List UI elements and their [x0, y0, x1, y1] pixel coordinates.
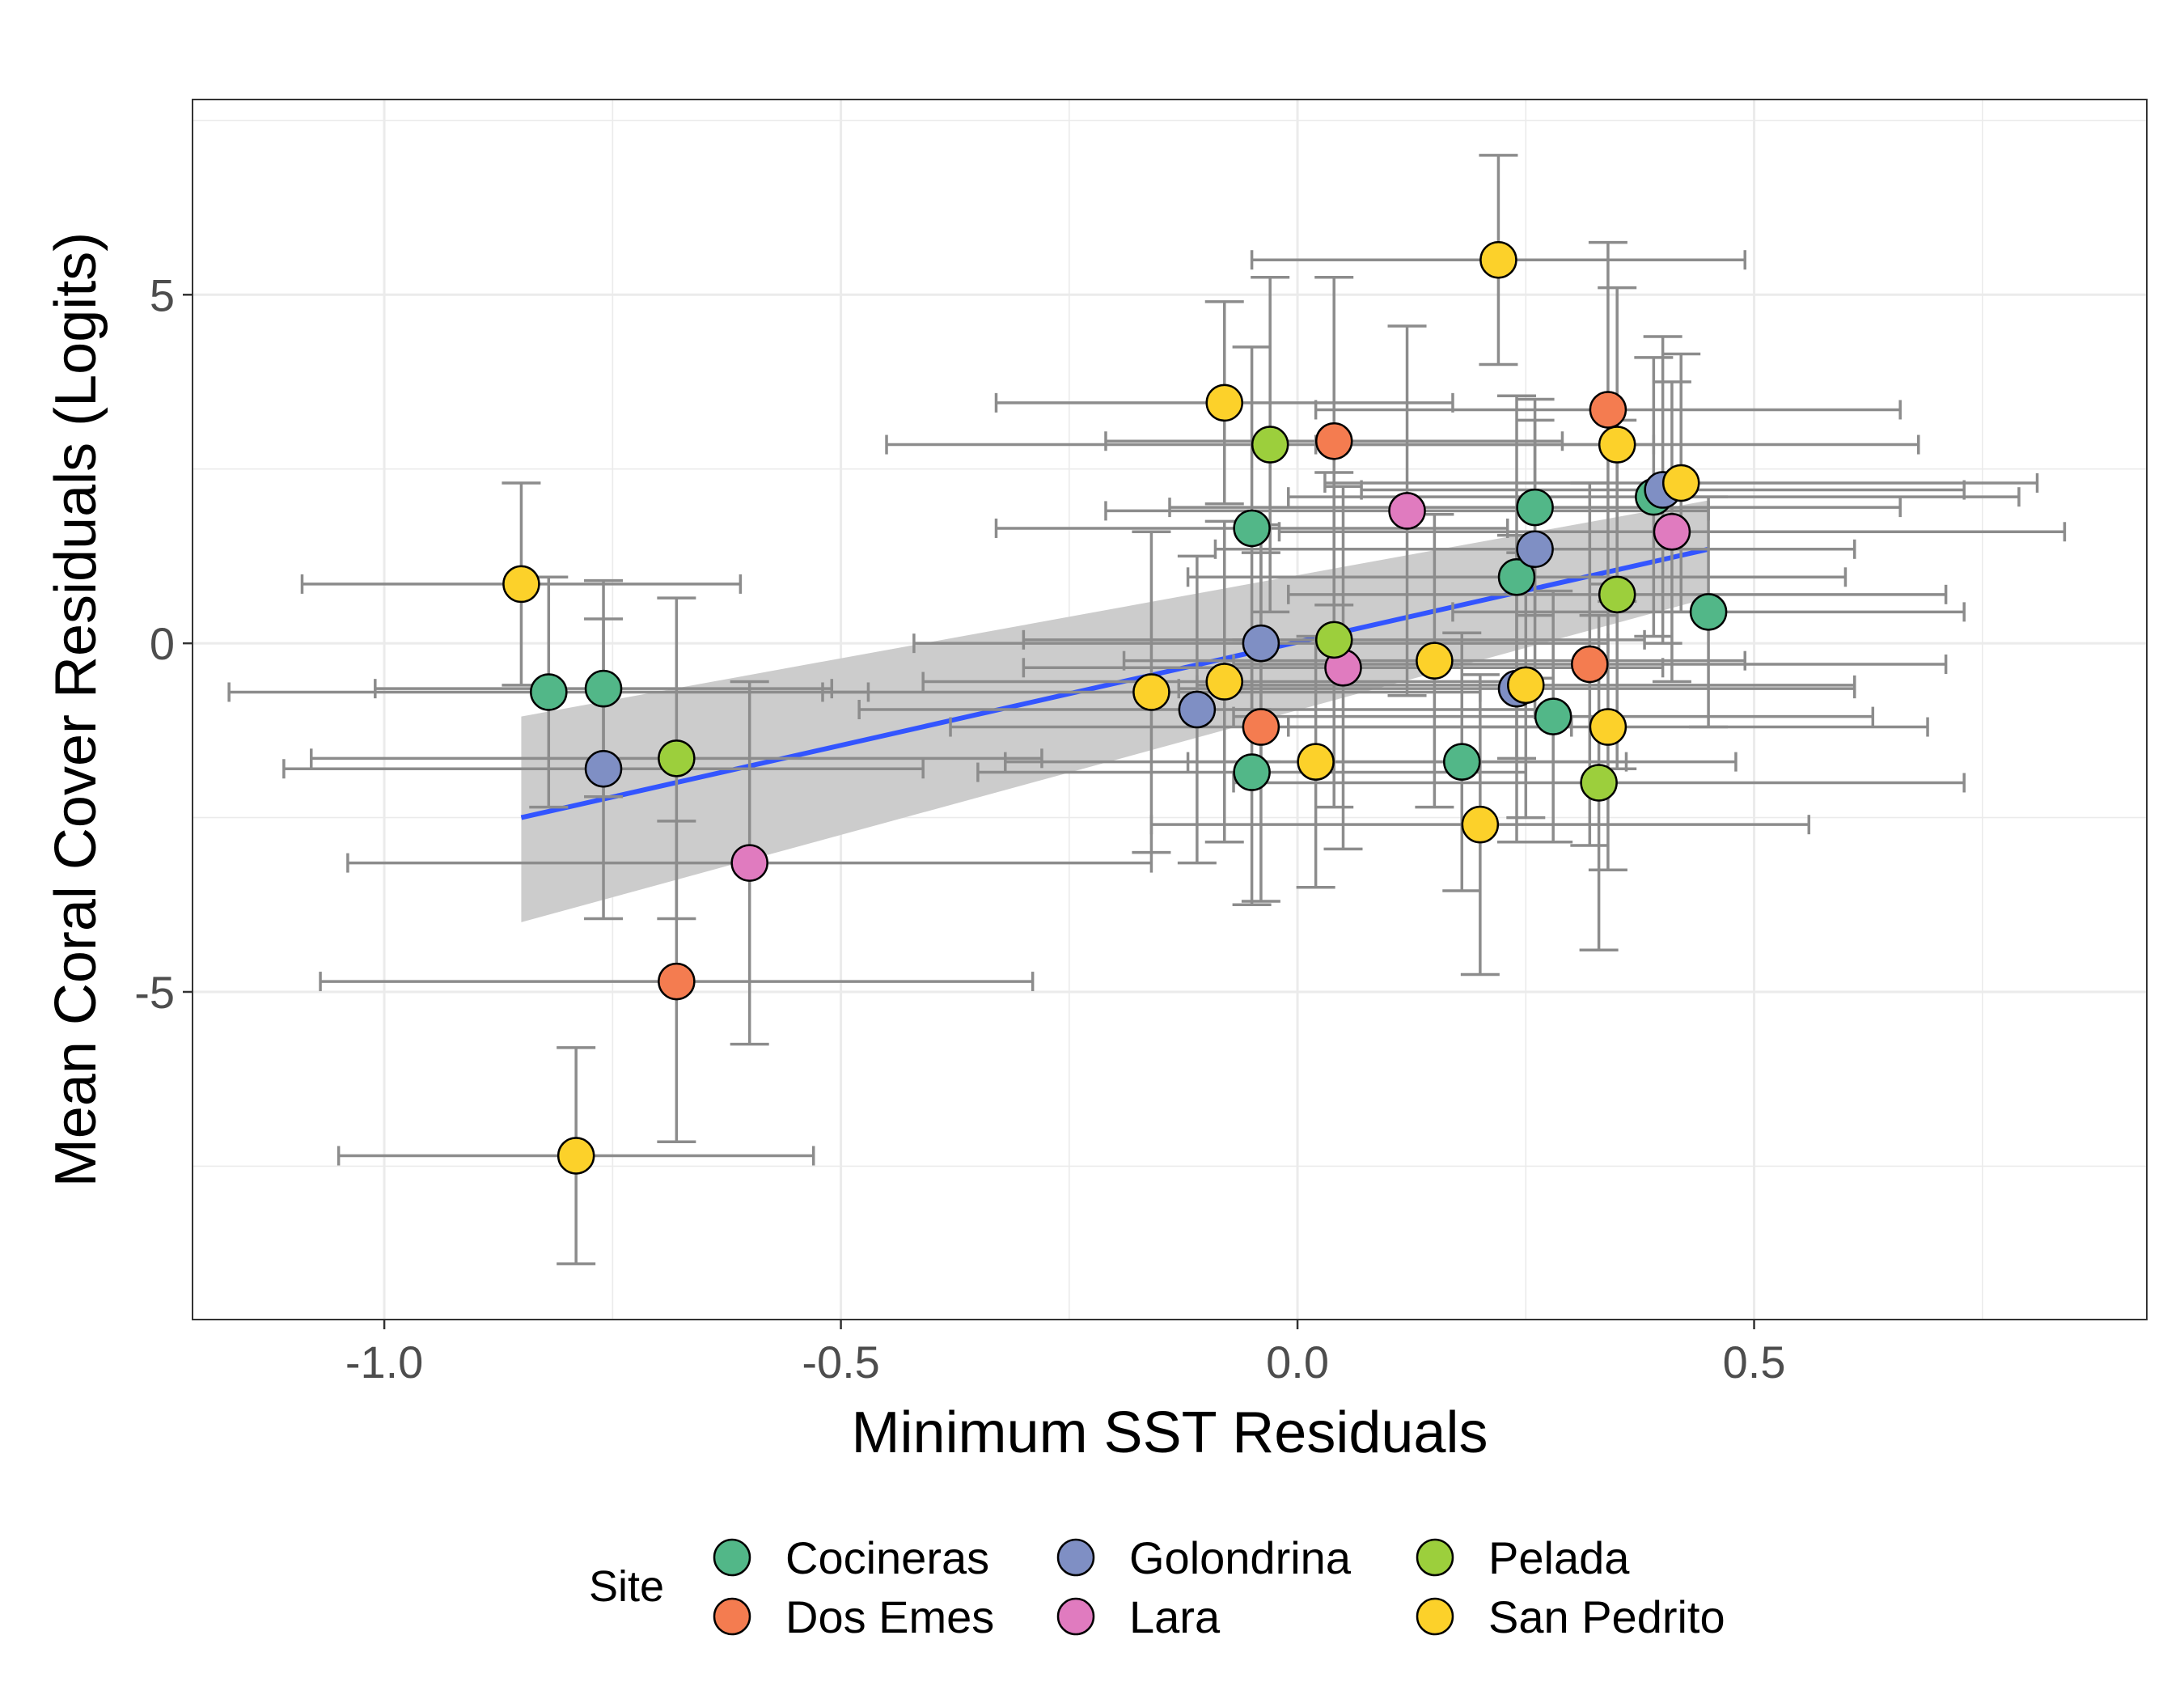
data-point	[1443, 743, 1481, 781]
data-point	[1233, 509, 1271, 548]
panel-border	[192, 99, 2148, 1320]
legend: Site Cocineras Dos Emes Golondrina Lara Pela…	[589, 1532, 1725, 1642]
data-point	[1314, 422, 1353, 460]
data-point	[584, 749, 623, 788]
data-point	[1689, 593, 1728, 631]
legend-entry: Golondrina	[1056, 1532, 1352, 1583]
data-point	[1233, 753, 1271, 791]
data-point	[1516, 530, 1554, 569]
data-point	[1507, 666, 1545, 705]
data-point	[1205, 663, 1243, 701]
legend-label: Dos Emes	[785, 1591, 994, 1642]
data-point	[1580, 764, 1618, 802]
data-point	[1516, 488, 1554, 527]
confidence-band	[521, 500, 1709, 922]
legend-label: Cocineras	[785, 1532, 989, 1583]
x-axis-title: Minimum SST Residuals	[852, 1400, 1488, 1465]
legend-title: Site	[589, 1562, 664, 1611]
data-point	[1416, 642, 1454, 680]
x-axis: -1.0 -0.5 0.0 0.5	[345, 1320, 1786, 1388]
data-point	[1497, 558, 1536, 596]
data-point	[1571, 645, 1609, 684]
legend-entry: San Pedrito	[1416, 1591, 1725, 1642]
data-point	[584, 669, 623, 708]
data-points	[502, 240, 1728, 1175]
data-point	[658, 962, 696, 1001]
legend-key	[1416, 1538, 1454, 1577]
legend-entry: Pelada	[1416, 1532, 1630, 1583]
data-point	[1388, 492, 1426, 530]
x-tick-label: 0.5	[1723, 1337, 1786, 1388]
data-point	[530, 673, 568, 711]
legend-label: Lara	[1129, 1591, 1221, 1642]
data-point	[1653, 513, 1691, 551]
y-axis-title: Mean Coral Cover Residuals (Logits)	[44, 232, 108, 1187]
data-point	[730, 844, 768, 882]
data-point	[1661, 464, 1700, 502]
data-point	[1589, 708, 1627, 746]
data-point	[1479, 240, 1517, 279]
legend-entry: Dos Emes	[713, 1591, 994, 1642]
data-point	[658, 739, 696, 777]
y-tick-label: 0	[150, 618, 175, 669]
data-point	[502, 565, 540, 604]
grid	[193, 100, 2147, 1320]
legend-label: San Pedrito	[1488, 1591, 1725, 1642]
y-tick-label: 5	[150, 269, 175, 320]
legend-key	[1056, 1538, 1095, 1577]
data-point	[1598, 575, 1636, 614]
legend-key	[1056, 1597, 1095, 1636]
legend-label: Pelada	[1488, 1532, 1630, 1583]
confidence-band-layer	[521, 500, 1709, 922]
y-axis: -5 0 5	[134, 269, 193, 1018]
data-point	[1178, 690, 1217, 729]
data-point	[1242, 624, 1280, 663]
legend-entry: Cocineras	[713, 1532, 989, 1583]
x-tick-label: 0.0	[1266, 1337, 1329, 1388]
legend-key	[713, 1597, 751, 1636]
data-point	[1242, 708, 1280, 746]
legend-key	[1416, 1597, 1454, 1636]
data-point	[1205, 383, 1243, 422]
y-tick-label: -5	[134, 967, 175, 1018]
data-point	[557, 1137, 595, 1175]
data-point	[1251, 426, 1289, 464]
data-point	[1132, 673, 1170, 711]
legend-entry: Lara	[1056, 1591, 1221, 1642]
legend-key	[713, 1538, 751, 1577]
data-point	[1589, 391, 1627, 429]
data-point	[1314, 621, 1353, 659]
data-point	[1297, 743, 1335, 781]
x-tick-label: -1.0	[345, 1337, 424, 1388]
x-tick-label: -0.5	[802, 1337, 880, 1388]
data-point	[1598, 426, 1636, 464]
data-point	[1461, 805, 1500, 844]
legend-label: Golondrina	[1129, 1532, 1352, 1583]
data-point	[1534, 697, 1572, 735]
